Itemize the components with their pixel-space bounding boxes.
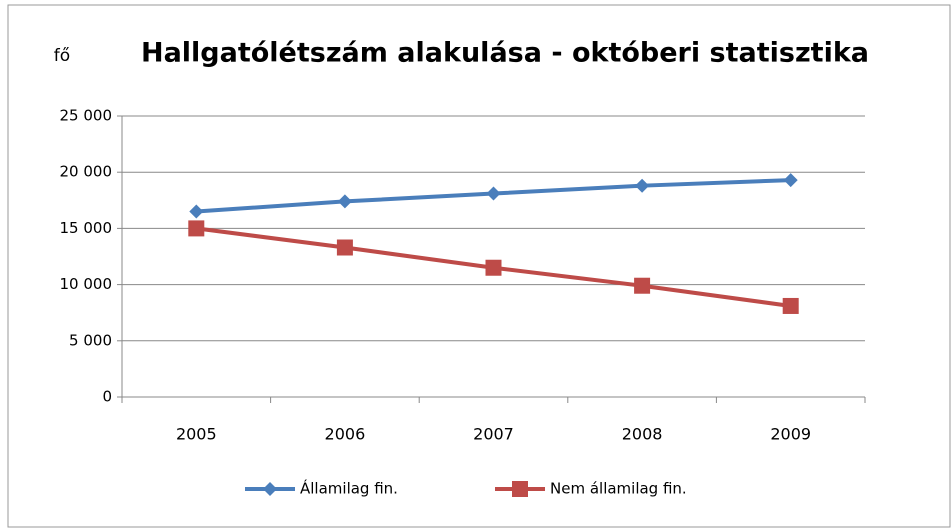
legend-marker (263, 482, 277, 496)
data-point (188, 220, 205, 237)
x-tick-label: 2009 (770, 425, 811, 444)
y-tick-label: 5 000 (69, 331, 112, 349)
y-tick-label: 15 000 (60, 219, 113, 237)
x-tick-label: 2008 (622, 425, 663, 444)
data-point (635, 178, 650, 193)
y-tick-label: 25 000 (60, 107, 113, 125)
y-axis-label: fő (54, 46, 70, 66)
x-tick-label: 2007 (473, 425, 514, 444)
y-tick-label: 20 000 (60, 163, 113, 181)
y-tick-label: 0 (102, 388, 112, 406)
x-tick-label: 2006 (325, 425, 366, 444)
x-tick-label: 2005 (176, 425, 217, 444)
data-point (634, 277, 651, 294)
data-point (782, 297, 799, 314)
legend-label: Államilag fin. (300, 479, 398, 498)
legend-marker (512, 481, 528, 497)
data-point (336, 239, 353, 256)
data-point (189, 204, 204, 219)
y-tick-label: 10 000 (60, 275, 113, 293)
legend-label: Nem államilag fin. (550, 480, 687, 498)
data-point (485, 259, 502, 276)
chart-title: Hallgatólétszám alakulása - októberi sta… (141, 38, 869, 69)
data-point (486, 186, 501, 201)
data-point (783, 173, 798, 188)
data-point (337, 194, 352, 209)
